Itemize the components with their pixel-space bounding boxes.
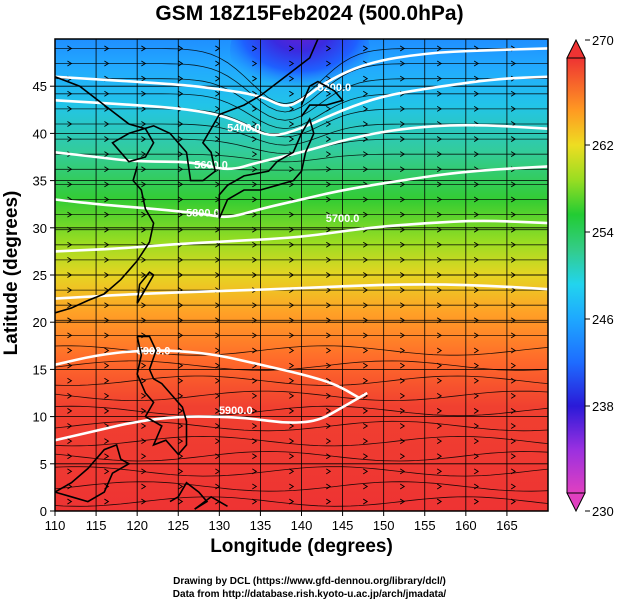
y-axis-ticks: 0 5 10 15 20 25 30 35 40 45	[33, 79, 55, 519]
coastline-6	[55, 443, 131, 503]
cold-low-region	[230, 39, 370, 98]
colorbar-tick-label: 270	[592, 33, 614, 48]
coastline-1	[55, 166, 155, 314]
x-tick-label: 145	[332, 518, 354, 533]
colorbar-tick-label: 262	[592, 138, 614, 153]
y-tick-label: 15	[33, 362, 47, 377]
contour-label: 5800.0	[186, 207, 220, 219]
contour-label: 5900.0	[137, 345, 171, 357]
coastline-8	[194, 495, 228, 510]
height-contours: 5200.0 5400.0 5600.0 5800.0 5700.0 5900.0 5900…	[55, 47, 548, 442]
x-axis-label: Longitude (degrees)	[210, 536, 393, 557]
y-tick-label: 10	[33, 410, 47, 425]
contour-line-4	[55, 219, 548, 253]
colorbar-tick-label: 230	[592, 504, 614, 519]
x-tick-label: 155	[414, 518, 436, 533]
x-tick-label: 150	[373, 518, 395, 533]
colorbar-tick-label: 254	[592, 225, 614, 240]
y-tick-label: 45	[33, 79, 47, 94]
credit-drawing: Drawing by DCL (https://www.gfd-dennou.o…	[173, 576, 446, 587]
contour-line-5	[55, 283, 548, 300]
y-tick-label: 20	[33, 315, 47, 330]
colorbar-scale	[566, 57, 586, 494]
x-tick-label: 160	[455, 518, 477, 533]
y-tick-label: 35	[33, 174, 47, 189]
y-axis-label: Latitude (degrees)	[1, 190, 22, 356]
contour-label: 5600.0	[194, 159, 228, 171]
y-tick-label: 0	[40, 504, 47, 519]
colorbar-max-arrow	[566, 38, 586, 59]
x-tick-label: 165	[496, 518, 518, 533]
contour-label: 5400.0	[227, 123, 261, 135]
x-tick-label: 115	[86, 518, 107, 533]
credit-data: Data from http://database.rish.kyoto-u.a…	[172, 589, 447, 600]
contour-label: 5200.0	[318, 82, 352, 94]
x-tick-label: 125	[167, 518, 189, 533]
contour-line-3	[55, 165, 548, 219]
coastlines	[55, 39, 345, 510]
x-tick-label: 120	[126, 518, 148, 533]
contour-line-0	[55, 47, 548, 107]
y-tick-label: 25	[33, 268, 47, 283]
y-tick-label: 40	[33, 126, 47, 141]
coastline-5	[136, 335, 188, 456]
coastline-0	[55, 39, 319, 182]
coastline-2	[218, 117, 315, 219]
contour-line-7	[55, 391, 368, 442]
contour-line-6	[55, 349, 360, 399]
coastline-3	[300, 80, 345, 117]
x-tick-label: 130	[208, 518, 230, 533]
contour-label: 5900.0	[219, 405, 253, 417]
colorbar-tick-label: 238	[592, 399, 614, 414]
x-tick-label: 110	[45, 518, 66, 533]
x-tick-label: 140	[291, 518, 313, 533]
colorbar-tick-label: 246	[592, 312, 614, 327]
y-tick-label: 30	[33, 221, 47, 236]
contour-label: 5700.0	[326, 213, 360, 225]
coastline-7	[169, 481, 209, 510]
chart-title: GSM 18Z15Feb2024 (500.0hPa)	[155, 2, 464, 25]
colorbar-ticks: 230 238 246 254 262 270	[585, 33, 614, 519]
y-tick-label: 5	[40, 457, 47, 472]
coastline-4	[136, 271, 155, 304]
x-tick-label: 135	[250, 518, 272, 533]
contour-line-2	[55, 123, 548, 171]
contour-line-1	[55, 75, 548, 137]
x-axis-ticks: 110 115 120 125 130 135 140 145 150 155 160 165	[45, 511, 518, 533]
colorbar	[566, 38, 586, 513]
colorbar-min-arrow	[566, 492, 586, 513]
grid	[55, 39, 548, 511]
